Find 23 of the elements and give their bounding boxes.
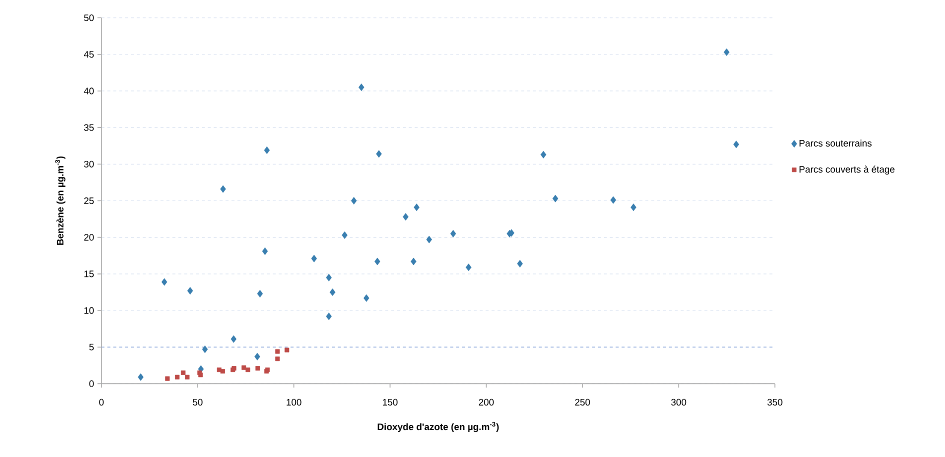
y-tick-label: 45 (84, 51, 94, 58)
x-axis-title: Dioxyde d'azote (en µg.m$^{-3}$) (378, 422, 499, 432)
x-tick-label: 150 (382, 398, 398, 406)
x-tick-label: 50 (192, 398, 202, 406)
y-tick-label: 10 (84, 307, 94, 314)
y-tick-label: 50 (84, 14, 94, 22)
y-tick-label: 15 (84, 270, 94, 278)
x-tick-label: 0 (99, 398, 104, 406)
y-axis-title: Benzène (en µg.m$^{-3}$) (55, 156, 66, 245)
x-tick-label: 350 (767, 398, 782, 406)
y-tick-label: 25 (84, 197, 94, 204)
x-tick-label: 100 (286, 398, 302, 406)
y-tick-label: 5 (89, 344, 94, 350)
legend-label: Parcs couverts à étage (800, 166, 894, 175)
x-tick-label: 200 (478, 398, 494, 406)
y-tick-label: 40 (84, 88, 94, 94)
y-tick-label: 30 (84, 160, 94, 168)
x-tick-label: 250 (575, 398, 590, 406)
legend-label: Parcs souterrains (800, 140, 872, 147)
x-tick-label: 300 (671, 398, 686, 406)
y-tick-label: 35 (84, 124, 94, 131)
y-tick-label: 0 (89, 380, 94, 388)
y-tick-label: 20 (84, 234, 94, 241)
